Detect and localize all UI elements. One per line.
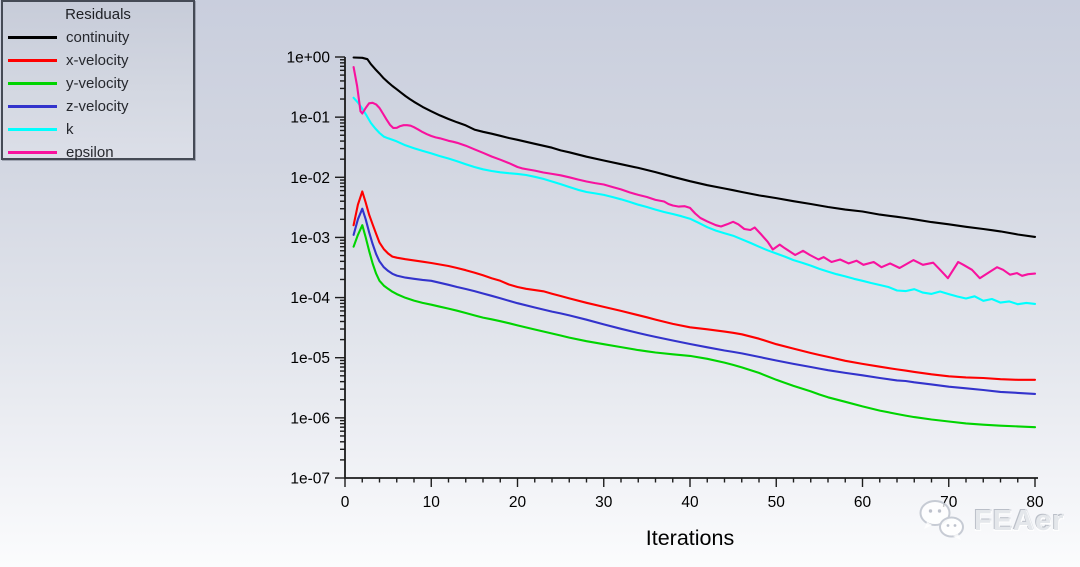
- legend-label: continuity: [66, 29, 130, 46]
- legend-swatch-continuity: [8, 36, 57, 39]
- x-tick-label: 0: [341, 494, 350, 511]
- legend-label: k: [66, 121, 74, 138]
- legend-item-y-velocity: y-velocity: [3, 72, 193, 95]
- legend-rows: continuity x-velocity y-velocity z-velocity…: [3, 26, 193, 164]
- legend-item-z-velocity: z-velocity: [3, 95, 193, 118]
- legend-swatch-z-velocity: [8, 105, 57, 108]
- legend-item-continuity: continuity: [3, 26, 193, 49]
- axis-tick-labels: 1e+00 1e-01 1e-02 1e-03 1e-04 1e-05 1e-06 1e-07…: [286, 50, 1044, 512]
- x-tick-label: 10: [423, 494, 441, 511]
- legend-label: x-velocity: [66, 52, 129, 69]
- x-tick-label: 30: [595, 494, 613, 511]
- legend-label: y-velocity: [66, 75, 129, 92]
- legend-label: z-velocity: [66, 98, 129, 115]
- y-tick-label: 1e-07: [290, 471, 330, 488]
- series-line-k: [352, 96, 1037, 306]
- y-tick-label: 1e-02: [290, 170, 330, 187]
- legend-label: epsilon: [66, 144, 114, 161]
- series-line-epsilon: [352, 66, 1037, 280]
- legend-swatch-y-velocity: [8, 82, 57, 85]
- y-tick-label: 1e-03: [290, 230, 330, 247]
- axis-ticks: [335, 56, 1036, 487]
- y-tick-label: 1e-05: [290, 350, 330, 367]
- x-tick-label: 20: [509, 494, 527, 511]
- legend-swatch-epsilon: [8, 151, 57, 154]
- series-line-z-velocity: [352, 207, 1037, 395]
- legend-title: Residuals: [65, 6, 131, 23]
- series-lines: [352, 56, 1037, 429]
- legend-swatch-x-velocity: [8, 59, 57, 62]
- legend-item-x-velocity: x-velocity: [3, 49, 193, 72]
- legend-item-epsilon: epsilon: [3, 141, 193, 164]
- y-tick-label: 1e-01: [290, 110, 330, 127]
- series-line-x-velocity: [352, 190, 1037, 381]
- y-tick-label: 1e-04: [290, 290, 330, 307]
- series-line-continuity: [352, 56, 1037, 238]
- y-tick-label: 1e+00: [286, 50, 330, 67]
- y-tick-label: 1e-06: [290, 410, 330, 427]
- x-tick-label: 40: [681, 494, 699, 511]
- x-tick-label: 70: [940, 494, 958, 511]
- legend-item-k: k: [3, 118, 193, 141]
- x-tick-label: 60: [854, 494, 872, 511]
- x-axis-title: Iterations: [646, 526, 734, 550]
- x-tick-label: 80: [1026, 494, 1044, 511]
- residuals-legend: Residuals continuity x-velocity y-velocity…: [1, 0, 195, 161]
- legend-swatch-k: [8, 128, 57, 131]
- x-tick-label: 50: [768, 494, 786, 511]
- series-line-y-velocity: [352, 224, 1037, 429]
